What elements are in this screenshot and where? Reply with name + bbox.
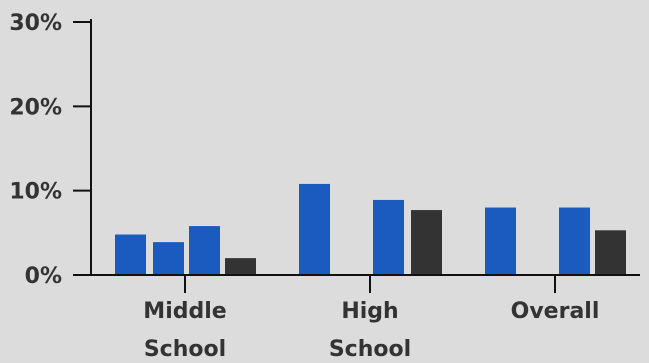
y-tick-label: 10% [9, 180, 62, 205]
x-category-label: Middle School [143, 299, 226, 362]
bar [373, 199, 404, 275]
bar [485, 207, 516, 275]
bar [189, 226, 220, 275]
bar [225, 258, 256, 275]
y-tick-label: 20% [9, 95, 62, 120]
x-category-label-line: Overall [511, 299, 600, 324]
y-tick-label: 0% [25, 264, 62, 289]
bar [153, 242, 184, 275]
bar [559, 207, 590, 275]
bars-group [115, 183, 626, 275]
bar [115, 234, 146, 275]
x-axis-ticks: Middle School High School Overall [143, 275, 599, 362]
x-category-label-line: High [341, 299, 398, 324]
y-axis-ticks: 0% 10% 20% 30% [9, 11, 91, 289]
bar [595, 230, 626, 275]
bar [411, 210, 442, 275]
x-category-label-line: School [329, 337, 411, 362]
x-category-label: Overall [511, 299, 600, 324]
x-category-label-line: Middle [143, 299, 226, 324]
bar [299, 183, 330, 275]
x-category-label: High School [329, 299, 411, 362]
x-category-label-line: School [144, 337, 226, 362]
y-tick-label: 30% [9, 11, 62, 36]
